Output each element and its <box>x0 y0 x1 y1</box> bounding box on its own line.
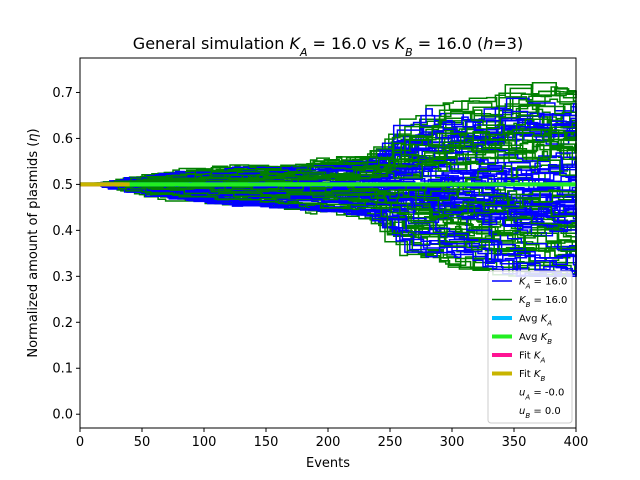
legend-label: Fit KA <box>519 351 545 365</box>
legend-label: uB = 0.0 <box>519 406 561 420</box>
y-tick-label: 0.0 <box>52 408 73 423</box>
y-tick-label: 0.4 <box>52 224 73 239</box>
kb-trajectory <box>80 183 577 253</box>
y-tick-label: 0.7 <box>52 86 73 101</box>
legend-item: uB = 0.0 <box>519 406 561 420</box>
ka-trajectory <box>80 183 577 276</box>
x-axis-label: Events <box>306 456 350 471</box>
x-tick-label: 200 <box>316 435 341 450</box>
legend-box <box>487 270 573 424</box>
x-tick-label: 350 <box>502 435 527 450</box>
kb-trajectory <box>80 103 577 186</box>
y-axis-label: Normalized amount of plasmids (η) <box>26 128 41 357</box>
x-tick-label: 400 <box>564 435 589 450</box>
x-tick-label: 50 <box>134 435 151 450</box>
legend-label: KA = 16.0 <box>519 277 567 291</box>
y-tick-label: 0.1 <box>52 362 73 377</box>
ka-trajectory <box>80 183 577 278</box>
trace-group <box>80 82 577 278</box>
legend-item: Fit KA <box>492 351 545 365</box>
legend-item: Avg KA <box>492 314 552 328</box>
x-tick-label: 150 <box>254 435 279 450</box>
legend-item: KB = 16.0 <box>492 295 567 309</box>
kb-trajectory <box>80 183 577 201</box>
legend-label: Avg KB <box>519 332 552 346</box>
y-tick-label: 0.6 <box>52 132 73 147</box>
legend-label: uA = -0.0 <box>519 388 564 402</box>
legend-item: uA = -0.0 <box>519 388 564 402</box>
legend-label: Avg KA <box>519 314 552 328</box>
legend-item: KA = 16.0 <box>492 277 567 291</box>
chart-title: General simulation KA = 16.0 vs KB = 16.… <box>133 34 523 59</box>
axes: 0 50 100 150 200 250 300 350 400 0.0 0.1 0.2 0.3 0.4 0… <box>52 57 589 450</box>
legend-item: Fit KB <box>492 369 545 383</box>
y-tick-label: 0.2 <box>52 316 73 331</box>
x-tick-label: 250 <box>378 435 403 450</box>
x-tick-label: 0 <box>76 435 84 450</box>
legend: KA = 16.0 KB = 16.0 Avg KA Avg KB Fit KA Fit … <box>487 270 573 424</box>
kb-trajectory <box>80 129 577 186</box>
kb-trajectory <box>80 125 577 186</box>
x-tick-label: 100 <box>192 435 217 450</box>
y-tick-label: 0.3 <box>52 270 73 285</box>
ka-trajectory <box>80 183 577 216</box>
legend-label: Fit KB <box>519 369 545 383</box>
kb-trajectory <box>80 96 577 186</box>
x-tick-label: 300 <box>440 435 465 450</box>
kb-trajectory <box>80 183 577 214</box>
legend-item: Avg KB <box>492 332 552 346</box>
y-tick-label: 0.5 <box>52 178 73 193</box>
legend-label: KB = 16.0 <box>519 295 567 309</box>
